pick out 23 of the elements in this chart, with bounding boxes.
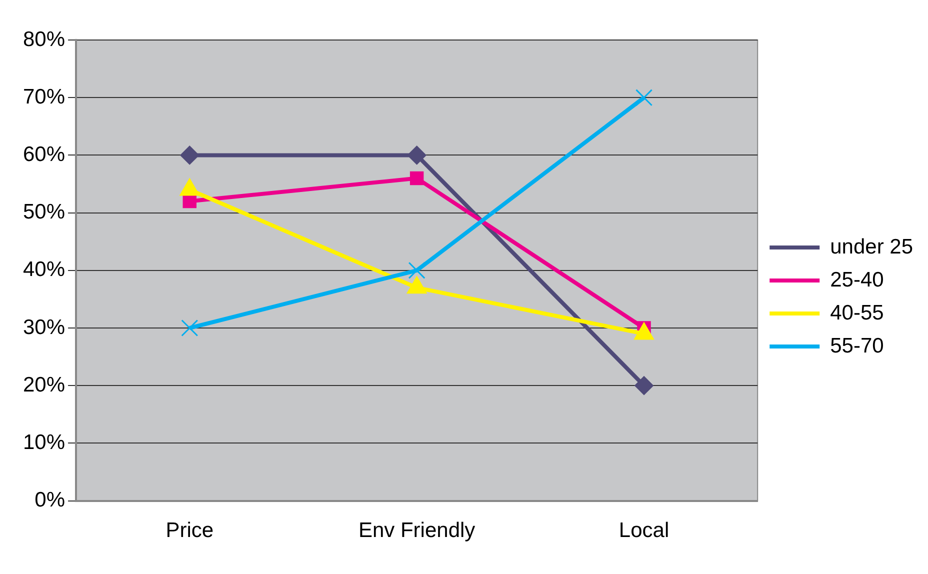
legend-label: 25-40 [830, 268, 884, 292]
legend-label: under 25 [830, 235, 914, 258]
point [180, 146, 200, 165]
y-tick-label: 0% [34, 488, 66, 512]
point [181, 319, 198, 337]
y-tick-label: 40% [23, 258, 66, 282]
y-tick-label: 50% [23, 200, 66, 224]
y-tick-label: 60% [23, 142, 66, 166]
x-tick-label: Local [618, 519, 670, 542]
point [407, 146, 426, 165]
x-tick-label: Price [166, 519, 214, 542]
legend-label: 40-55 [830, 301, 884, 324]
point [410, 171, 424, 186]
y-tick-label: 20% [23, 373, 66, 396]
point [635, 89, 653, 106]
y-tick-label: 10% [23, 430, 66, 454]
y-tick-label: 70% [23, 85, 66, 108]
x-tick-label: Env Friendly [358, 519, 476, 542]
y-tick-label: 80% [23, 28, 66, 51]
legend-label: 55-70 [830, 334, 884, 358]
point [634, 376, 654, 396]
point [408, 262, 426, 279]
y-tick-label: 30% [23, 316, 66, 339]
